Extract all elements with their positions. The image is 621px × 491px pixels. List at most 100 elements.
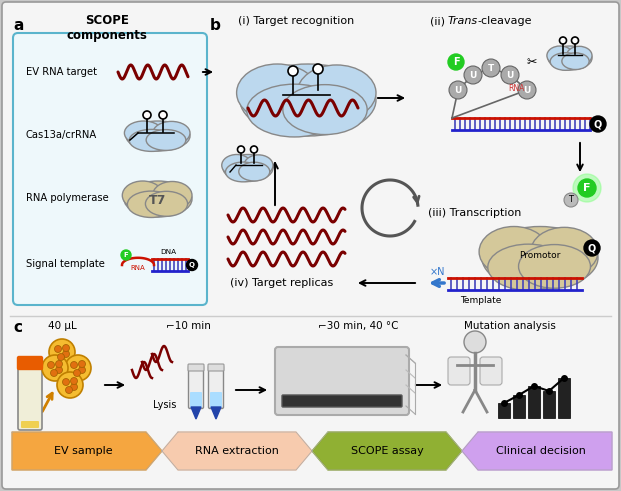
Ellipse shape: [126, 121, 190, 151]
Text: Template: Template: [460, 296, 501, 305]
Ellipse shape: [297, 65, 376, 121]
Text: Q: Q: [588, 243, 596, 253]
Text: 40 μL: 40 μL: [48, 321, 76, 331]
FancyBboxPatch shape: [209, 365, 224, 409]
Text: T: T: [568, 195, 574, 204]
Text: Q: Q: [594, 119, 602, 129]
Circle shape: [71, 383, 78, 390]
Text: c: c: [13, 320, 22, 335]
Circle shape: [49, 339, 75, 365]
Circle shape: [186, 260, 197, 271]
Bar: [513, 395, 525, 418]
Circle shape: [55, 366, 63, 374]
Ellipse shape: [127, 191, 175, 218]
FancyBboxPatch shape: [189, 365, 204, 409]
FancyBboxPatch shape: [208, 364, 224, 371]
Circle shape: [42, 355, 68, 381]
Circle shape: [78, 360, 86, 367]
Text: ⌐10 min: ⌐10 min: [166, 321, 211, 331]
Bar: [558, 378, 570, 418]
FancyBboxPatch shape: [448, 357, 470, 385]
Text: ✂: ✂: [527, 55, 537, 69]
Circle shape: [590, 116, 606, 132]
Circle shape: [584, 240, 600, 256]
FancyBboxPatch shape: [210, 392, 222, 408]
Text: Mutation analysis: Mutation analysis: [464, 321, 556, 331]
Ellipse shape: [153, 121, 190, 145]
Ellipse shape: [145, 191, 188, 216]
Ellipse shape: [124, 181, 192, 217]
Ellipse shape: [153, 182, 192, 209]
Ellipse shape: [240, 64, 376, 136]
Circle shape: [288, 66, 298, 76]
Text: EV sample: EV sample: [53, 446, 112, 456]
FancyBboxPatch shape: [275, 347, 409, 415]
Text: RNA extraction: RNA extraction: [195, 446, 279, 456]
Ellipse shape: [247, 84, 342, 137]
Text: RNA polymerase: RNA polymerase: [26, 193, 109, 203]
Text: Clinical decision: Clinical decision: [496, 446, 586, 456]
Circle shape: [78, 366, 86, 374]
Circle shape: [57, 372, 83, 398]
Bar: [528, 386, 540, 418]
Circle shape: [65, 355, 91, 381]
Text: RNA: RNA: [130, 265, 145, 271]
FancyBboxPatch shape: [190, 392, 202, 408]
Polygon shape: [162, 432, 312, 470]
FancyBboxPatch shape: [282, 395, 402, 407]
Circle shape: [313, 64, 323, 74]
Circle shape: [159, 111, 167, 119]
Ellipse shape: [283, 84, 367, 135]
Polygon shape: [312, 432, 462, 470]
Text: a: a: [13, 18, 24, 33]
Ellipse shape: [238, 162, 270, 181]
Ellipse shape: [124, 121, 163, 145]
Text: T7: T7: [149, 193, 166, 207]
Text: SCOPE assay: SCOPE assay: [351, 446, 424, 456]
Ellipse shape: [519, 245, 591, 288]
Text: Q: Q: [189, 262, 195, 268]
Circle shape: [560, 37, 566, 44]
Polygon shape: [211, 407, 221, 419]
Text: Lysis: Lysis: [153, 400, 177, 410]
Circle shape: [63, 379, 70, 385]
Text: F: F: [124, 252, 129, 258]
Text: T: T: [488, 63, 494, 73]
Circle shape: [518, 81, 536, 99]
Text: (i) Target recognition: (i) Target recognition: [238, 16, 354, 26]
Text: F: F: [453, 57, 460, 67]
Circle shape: [571, 37, 579, 44]
Circle shape: [58, 354, 65, 360]
Circle shape: [564, 193, 578, 207]
Text: (iii) Transcription: (iii) Transcription: [428, 208, 522, 218]
Circle shape: [464, 331, 486, 353]
Text: Cas13a/crRNA: Cas13a/crRNA: [26, 130, 97, 140]
Ellipse shape: [237, 64, 318, 122]
Ellipse shape: [222, 155, 252, 176]
Ellipse shape: [129, 130, 174, 151]
Text: (ii): (ii): [430, 16, 448, 26]
Circle shape: [73, 370, 81, 377]
Text: Promotor: Promotor: [519, 250, 561, 260]
Ellipse shape: [482, 226, 598, 290]
Text: U: U: [469, 71, 477, 80]
Ellipse shape: [146, 130, 186, 150]
Circle shape: [63, 345, 70, 352]
Text: DNA: DNA: [160, 249, 176, 255]
FancyBboxPatch shape: [17, 356, 42, 370]
Bar: [498, 403, 510, 418]
Circle shape: [63, 351, 70, 357]
Circle shape: [50, 370, 58, 377]
Circle shape: [121, 250, 131, 260]
Text: U: U: [506, 71, 514, 80]
Ellipse shape: [566, 46, 592, 65]
Text: ⌐30 min, 40 °C: ⌐30 min, 40 °C: [318, 321, 398, 331]
Polygon shape: [462, 432, 612, 470]
Ellipse shape: [531, 227, 598, 276]
Circle shape: [578, 179, 596, 197]
Circle shape: [448, 54, 464, 70]
Ellipse shape: [479, 226, 549, 277]
FancyBboxPatch shape: [13, 33, 207, 305]
Ellipse shape: [550, 53, 581, 70]
Circle shape: [71, 378, 78, 384]
